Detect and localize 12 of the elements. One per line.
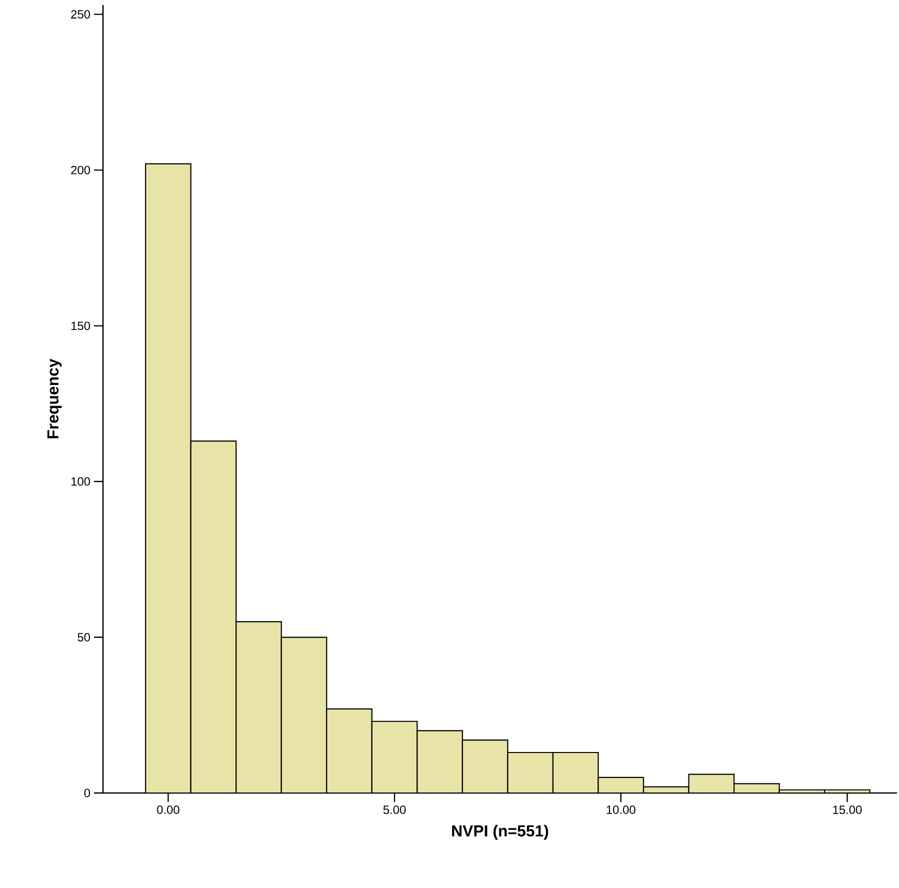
y-tick-label: 250 <box>71 10 90 19</box>
y-tick-label: 100 <box>71 477 90 486</box>
y-tick-label: 50 <box>78 633 90 642</box>
y-tick-label: 0 <box>84 788 90 798</box>
x-tick-label: 15.00 <box>833 806 862 814</box>
x-tick-label: 0.00 <box>157 806 180 814</box>
x-tick-label: 5.00 <box>383 806 406 814</box>
x-tick-label: 10.00 <box>606 806 636 814</box>
y-axis-title: Frequency <box>47 358 62 438</box>
x-axis-title: NVPI (n=551) <box>452 824 548 840</box>
y-tick-label: 200 <box>71 166 90 174</box>
y-tick-label: 150 <box>71 322 90 330</box>
